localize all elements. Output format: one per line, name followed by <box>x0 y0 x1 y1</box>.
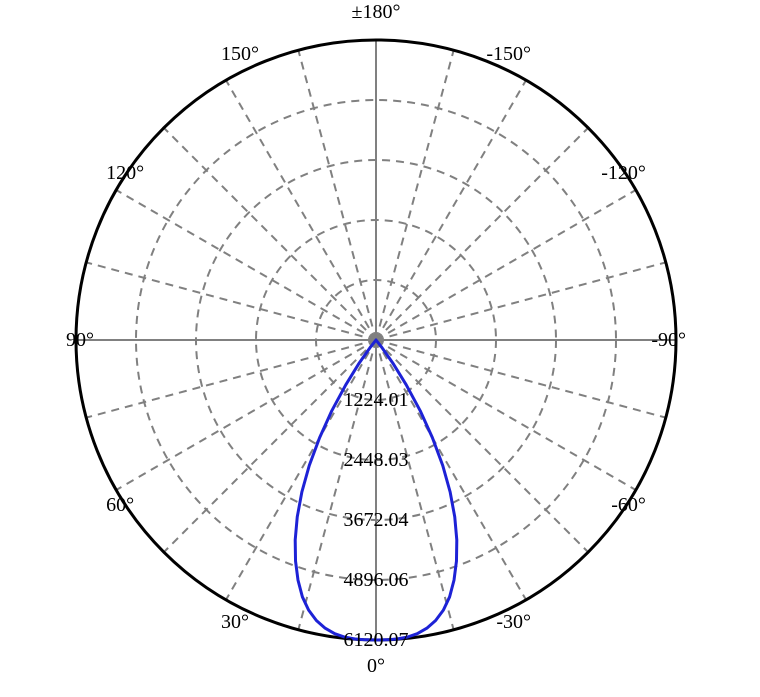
angle-label: 150° <box>221 43 259 65</box>
radial-label: 2448.03 <box>344 449 409 471</box>
angle-label: ±180° <box>352 1 401 23</box>
angle-label: 90° <box>66 329 94 351</box>
angle-label: 60° <box>106 494 134 516</box>
radial-label: 1224.01 <box>344 389 409 411</box>
polar-chart: 1224.01 2448.03 3672.04 4896.06 6120.07 ±180°… <box>0 0 760 697</box>
angle-label: -150° <box>486 43 531 65</box>
angle-label: -30° <box>496 611 531 633</box>
angle-label: -60° <box>611 494 646 516</box>
angle-label: 120° <box>106 162 144 184</box>
radial-label: 6120.07 <box>344 629 409 651</box>
chart-background <box>0 0 760 697</box>
angle-label: -120° <box>601 162 646 184</box>
radial-label: 4896.06 <box>344 569 409 591</box>
radial-label: 3672.04 <box>344 509 409 531</box>
angle-label: -90° <box>651 329 686 351</box>
angle-label: 30° <box>221 611 249 633</box>
angle-label: 0° <box>367 655 385 677</box>
